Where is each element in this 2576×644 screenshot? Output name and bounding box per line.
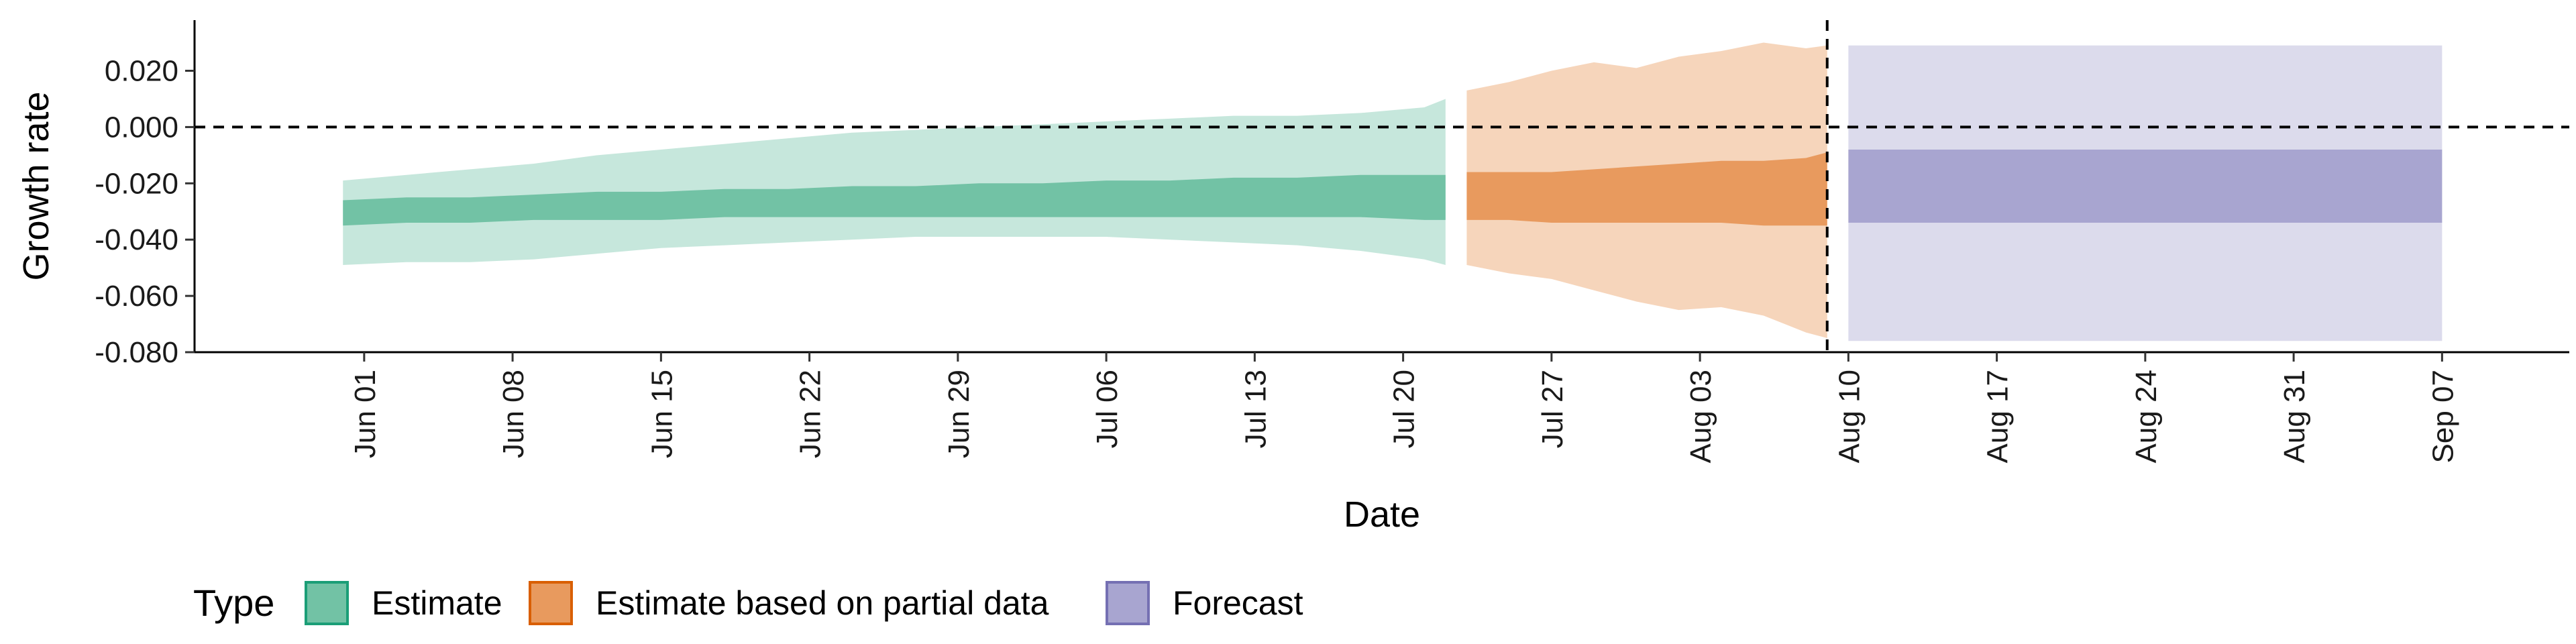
series-estimate-based-on-partial-data [1466, 42, 1827, 339]
x-tick-label: Jul 13 [1239, 370, 1272, 448]
x-tick-label: Aug 03 [1684, 370, 1717, 463]
x-tick-label: Jul 20 [1388, 370, 1421, 448]
forecast-inner-band [1848, 149, 2443, 223]
y-tick-label: -0.080 [95, 336, 178, 369]
x-axis-title: Date [1344, 494, 1420, 535]
x-tick-label: Jun 01 [349, 370, 382, 458]
x-tick-label: Aug 31 [2278, 370, 2311, 463]
legend-swatch [305, 581, 349, 625]
x-tick-label: Sep 07 [2426, 370, 2459, 463]
x-tick-label: Jun 15 [645, 370, 678, 458]
legend-label: Estimate [372, 584, 502, 622]
x-tick-label: Jun 22 [794, 370, 827, 458]
estimate-inner-band [343, 174, 1446, 226]
x-tick-label: Aug 10 [1833, 370, 1866, 463]
y-tick-label: -0.060 [95, 280, 178, 313]
legend-title: Type [193, 582, 274, 624]
y-axis-ticks: 0.020 0.000 -0.020 -0.040 -0.060 -0.080 [95, 55, 195, 369]
legend-item-estimate-based-on-partial-data: Estimate based on partial data [529, 581, 1049, 625]
legend-label: Forecast [1173, 584, 1303, 622]
legend-label: Estimate based on partial data [596, 584, 1049, 622]
x-tick-label: Aug 17 [1982, 370, 2015, 463]
axes: Jun 01 Jun 08 Jun 15 Jun 22 Jun 29 Jul 06 Jul … [95, 20, 2569, 463]
legend-item-forecast: Forecast [1106, 581, 1303, 625]
series-estimate [343, 99, 1446, 265]
bands-layer [343, 42, 2443, 341]
estimate-outer-band [343, 99, 1446, 265]
x-tick-label: Aug 24 [2130, 370, 2163, 463]
y-tick-label: -0.020 [95, 167, 178, 200]
series-forecast [1848, 45, 2443, 341]
legend: Type Estimate Estimate based on partial d… [193, 581, 1303, 625]
estimate-based-on-partial-data-inner-band [1466, 152, 1827, 226]
x-tick-label: Jun 29 [943, 370, 975, 458]
x-axis-ticks: Jun 01 Jun 08 Jun 15 Jun 22 Jun 29 Jul 06 Jul … [349, 352, 2459, 463]
x-tick-label: Jun 08 [497, 370, 530, 458]
y-tick-label: 0.020 [105, 55, 178, 88]
x-tick-label: Jul 06 [1091, 370, 1124, 448]
reference-lines [195, 20, 2569, 352]
legend-swatch [1106, 581, 1150, 625]
y-axis-title: Growth rate [16, 91, 56, 280]
y-tick-label: -0.040 [95, 223, 178, 256]
y-tick-label: 0.000 [105, 111, 178, 144]
legend-item-estimate: Estimate [305, 581, 502, 625]
legend-swatch [529, 581, 573, 625]
x-tick-label: Jul 27 [1536, 370, 1569, 448]
